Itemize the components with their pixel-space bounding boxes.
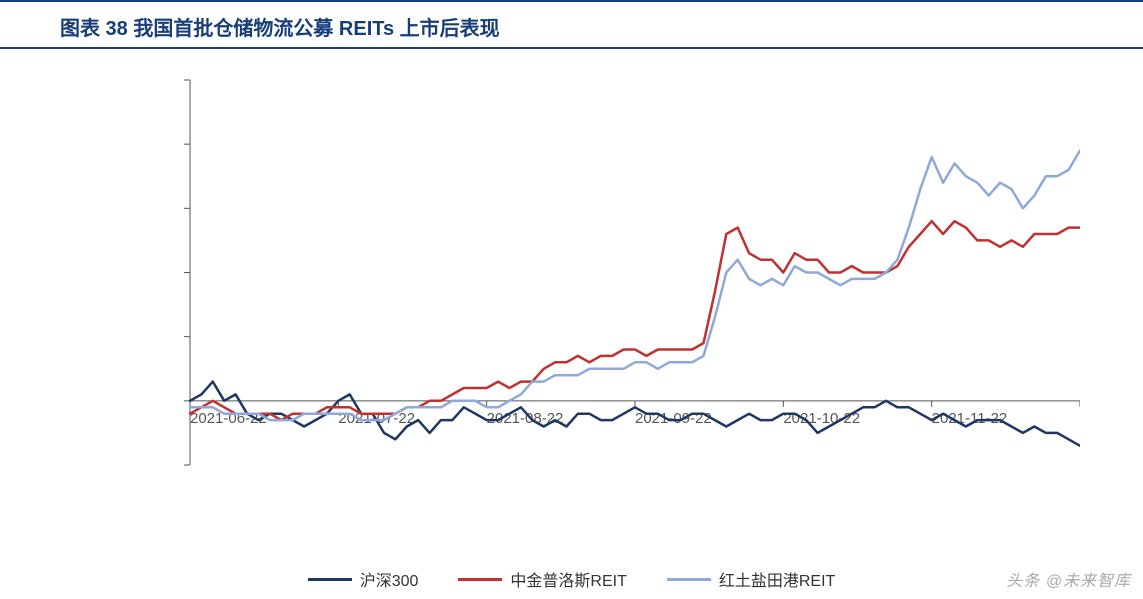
chart-title-bar: 图表 38 我国首批仓储物流公募 REITs 上市后表现 <box>0 0 1143 49</box>
chart-legend: 沪深300 中金普洛斯REIT 红土盐田港REIT <box>0 567 1143 591</box>
figure-container: 图表 38 我国首批仓储物流公募 REITs 上市后表现 -10%0%10%20… <box>0 0 1143 599</box>
chart-title: 图表 38 我国首批仓储物流公募 REITs 上市后表现 <box>60 18 500 40</box>
legend-item-cicc: 中金普洛斯REIT <box>458 567 626 591</box>
svg-text:2021-10-22: 2021-10-22 <box>783 410 860 427</box>
legend-label: 中金普洛斯REIT <box>510 567 626 591</box>
legend-item-hongtu: 红土盐田港REIT <box>667 567 835 591</box>
line-chart-svg: -10%0%10%20%30%40%50%2021-06-222021-07-2… <box>180 70 1080 500</box>
legend-label: 红土盐田港REIT <box>719 567 835 591</box>
chart-plot-area: -10%0%10%20%30%40%50%2021-06-222021-07-2… <box>180 70 1080 500</box>
legend-swatch <box>458 578 502 581</box>
legend-label: 沪深300 <box>360 567 419 591</box>
legend-swatch <box>308 578 352 581</box>
legend-item-hs300: 沪深300 <box>308 567 419 591</box>
legend-swatch <box>667 578 711 581</box>
